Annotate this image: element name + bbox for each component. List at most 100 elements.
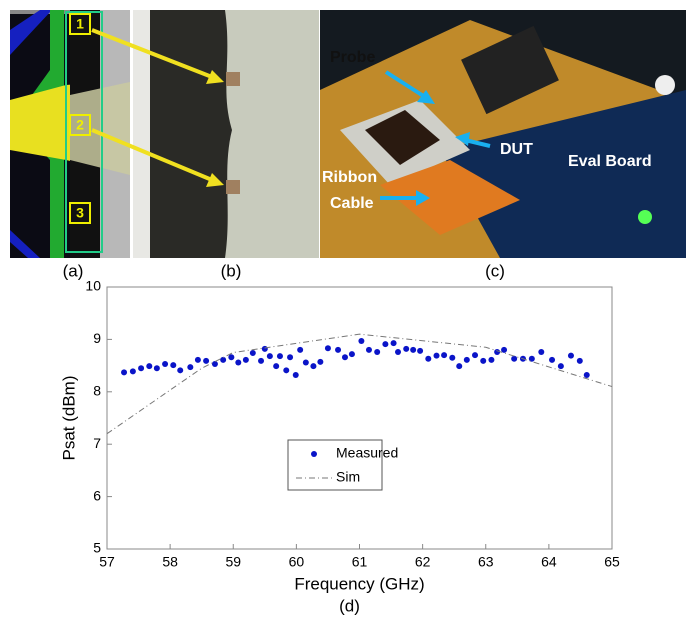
data-point bbox=[403, 346, 409, 352]
y-tick-label: 7 bbox=[93, 435, 101, 451]
data-point bbox=[342, 354, 348, 360]
panel-label: (a) bbox=[63, 261, 84, 280]
data-point bbox=[472, 352, 478, 358]
callout: Eval Board bbox=[568, 153, 652, 170]
data-point bbox=[417, 348, 423, 354]
data-point bbox=[154, 365, 160, 371]
figure: (a) (b) (c) 1 2 3 Probe DUT Ribbon Cable Eval Boar… bbox=[0, 0, 694, 623]
data-point bbox=[187, 364, 193, 370]
legend-swatch bbox=[311, 451, 317, 457]
data-point bbox=[235, 359, 241, 365]
data-point bbox=[410, 347, 416, 353]
marker-label: 2 bbox=[76, 117, 84, 133]
x-tick-label: 65 bbox=[604, 554, 620, 570]
data-point bbox=[162, 361, 168, 367]
legend: Measured Sim bbox=[288, 440, 398, 490]
panel-label: (c) bbox=[485, 261, 505, 280]
data-point bbox=[228, 354, 234, 360]
data-point bbox=[488, 357, 494, 363]
panel-c bbox=[320, 10, 686, 258]
data-point bbox=[456, 363, 462, 369]
x-tick-label: 60 bbox=[289, 554, 305, 570]
data-point bbox=[262, 346, 268, 352]
y-tick-label: 10 bbox=[85, 278, 101, 294]
marker-label: 1 bbox=[76, 16, 84, 32]
y-tick-label: 8 bbox=[93, 383, 101, 399]
callout: DUT bbox=[500, 141, 533, 158]
data-point bbox=[549, 357, 555, 363]
plot-frame bbox=[107, 287, 612, 549]
data-point bbox=[374, 349, 380, 355]
sim-line bbox=[107, 334, 612, 434]
data-point bbox=[130, 368, 136, 374]
page: (a) (b) (c) 1 2 3 Probe DUT Ribbon Cable Eval Boar… bbox=[0, 0, 694, 628]
data-point bbox=[529, 356, 535, 362]
data-point bbox=[434, 353, 440, 359]
data-point bbox=[464, 357, 470, 363]
data-point bbox=[335, 347, 341, 353]
data-point bbox=[195, 357, 201, 363]
panel-b bbox=[133, 10, 319, 258]
chart: 57 58 59 60 61 62 63 64 65 5 6 7 8 9 10 Frequency (GHz)… bbox=[59, 278, 620, 616]
data-point bbox=[273, 363, 279, 369]
data-point bbox=[449, 355, 455, 361]
data-point bbox=[382, 341, 388, 347]
data-point bbox=[577, 358, 583, 364]
data-point bbox=[297, 347, 303, 353]
data-point bbox=[494, 349, 500, 355]
data-point bbox=[511, 356, 517, 362]
data-point bbox=[395, 349, 401, 355]
data-point bbox=[283, 367, 289, 373]
y-tick-label: 9 bbox=[93, 330, 101, 346]
x-tick-label: 57 bbox=[99, 554, 115, 570]
panel-label: (b) bbox=[221, 261, 242, 280]
data-point bbox=[250, 350, 256, 356]
data-point bbox=[146, 363, 152, 369]
caption: (d) bbox=[339, 596, 360, 615]
data-point bbox=[538, 349, 544, 355]
data-point bbox=[425, 356, 431, 362]
data-point bbox=[277, 353, 283, 359]
data-point bbox=[303, 359, 309, 365]
x-tick-label: 62 bbox=[415, 554, 431, 570]
x-tick-label: 59 bbox=[225, 554, 241, 570]
panel-a bbox=[10, 10, 130, 258]
data-point bbox=[138, 365, 144, 371]
y-tick-label: 6 bbox=[93, 487, 101, 503]
callout: Ribbon bbox=[322, 169, 377, 186]
data-point bbox=[358, 338, 364, 344]
data-point bbox=[584, 372, 590, 378]
y-axis-label: Psat (dBm) bbox=[59, 375, 78, 460]
x-tick-label: 58 bbox=[162, 554, 178, 570]
data-point bbox=[212, 361, 218, 367]
legend-label: Measured bbox=[336, 445, 398, 461]
data-point bbox=[170, 362, 176, 368]
data-point bbox=[121, 369, 127, 375]
data-point bbox=[267, 353, 273, 359]
data-point bbox=[258, 358, 264, 364]
data-point bbox=[391, 340, 397, 346]
data-point bbox=[317, 359, 323, 365]
data-point bbox=[177, 367, 183, 373]
data-point bbox=[349, 351, 355, 357]
y-tick-label: 5 bbox=[93, 540, 101, 556]
data-point bbox=[558, 363, 564, 369]
data-point bbox=[243, 357, 249, 363]
marker-label: 3 bbox=[76, 205, 84, 221]
x-axis-label: Frequency (GHz) bbox=[294, 574, 424, 593]
callout: Probe bbox=[330, 49, 375, 66]
legend-label: Sim bbox=[336, 469, 360, 485]
data-point bbox=[203, 358, 209, 364]
data-point bbox=[366, 347, 372, 353]
data-point bbox=[568, 353, 574, 359]
data-point bbox=[480, 358, 486, 364]
data-point bbox=[325, 345, 331, 351]
x-tick-label: 63 bbox=[478, 554, 494, 570]
data-point bbox=[310, 363, 316, 369]
callout: Cable bbox=[330, 195, 374, 212]
x-tick-label: 61 bbox=[352, 554, 368, 570]
data-point bbox=[287, 354, 293, 360]
data-point bbox=[293, 372, 299, 378]
data-point bbox=[441, 352, 447, 358]
x-tick-label: 64 bbox=[541, 554, 557, 570]
